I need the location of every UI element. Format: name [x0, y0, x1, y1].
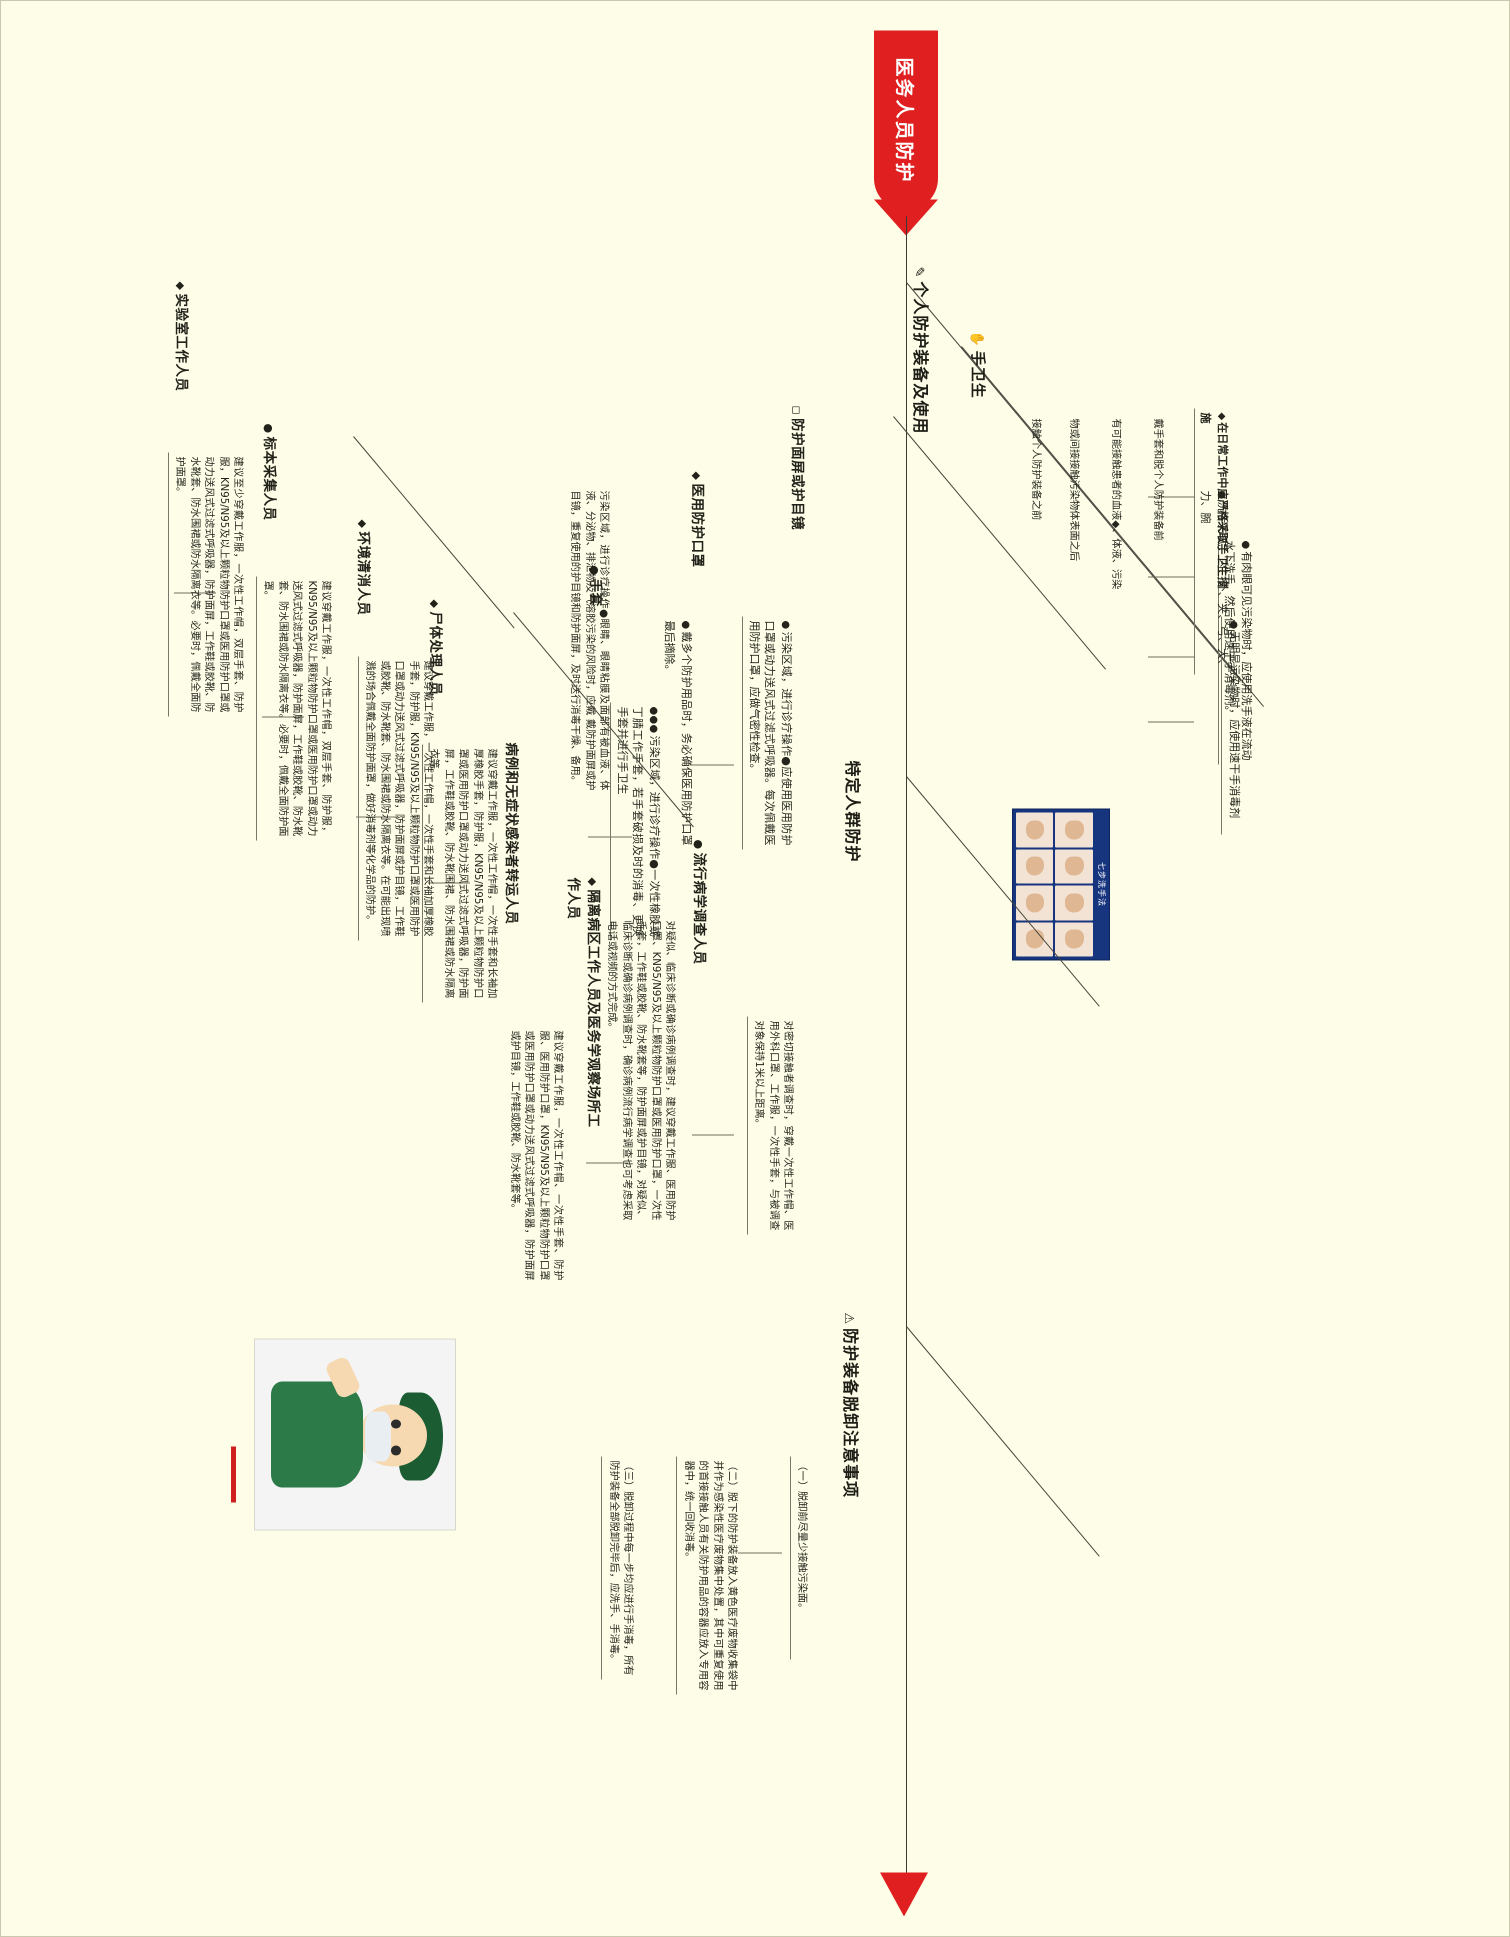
leaf-hand-5: 戴手套和脱个人防护装备前: [1152, 418, 1163, 541]
leaf-doff-1: （一）脱卸前尽量少接触污染面。: [789, 1456, 808, 1659]
mindmap-canvas: 医务人员防护 ✎个人防护装备及使用 ✋手卫生 ●无明显污染物时，应使用速干手消毒…: [16, 16, 1494, 1921]
leaf-mask-2: ●戴多个防护用品时，务必确保医用防护口罩最后摘除。: [663, 620, 694, 846]
branch-label-asymptomatic[interactable]: 病例和无症状感染者转运人员: [503, 742, 519, 924]
diamond-icon: ◆: [1216, 412, 1227, 420]
red-accent-bar: [231, 1446, 236, 1502]
leaf-epi-2: 对疑似、临床诊断或确诊病例调查时，建议穿戴工作服、医用防护口罩、KN95/N95…: [606, 920, 675, 1220]
leaf-epi-1: 对密切接触者调查时，穿戴一次性工作帽、医用外科口罩、工作服，一次性手套，与被调查…: [746, 1016, 794, 1234]
handwash-step-grid: [1016, 812, 1093, 956]
eye-left: [391, 1418, 401, 1429]
eye-right: [391, 1445, 401, 1455]
stem-hand-leaf-2: [1148, 656, 1194, 657]
bullet-icon: ●: [680, 620, 691, 630]
glove-icon: ●: [588, 565, 601, 576]
mascot-illustration: [254, 1338, 456, 1530]
handwash-step: [1055, 812, 1093, 847]
branch-label-doffing[interactable]: ⚠防护装备脱卸注意事项: [841, 1312, 860, 1498]
stem-hand-leaf-1: [1148, 721, 1194, 722]
handwash-poster-image: 七步洗手法: [1012, 808, 1110, 960]
warning-icon: ⚠: [841, 1312, 856, 1325]
tube-icon: ●: [262, 423, 275, 434]
face-mask-icon: [365, 1411, 391, 1461]
spray-icon: ◆: [356, 519, 369, 528]
leaf-hand-4: ◆在日常工作中应严格采取手卫生措施: [1193, 408, 1230, 591]
leaf-sample-1: 建议穿戴工作服，一次性工作帽，双层手套、防护服，KN95/N95及以上颗粒物防护…: [255, 576, 332, 840]
main-spine: [906, 216, 907, 1876]
goggles-icon: ◻: [790, 405, 803, 415]
root-node[interactable]: 医务人员防护: [874, 30, 938, 210]
mask-icon: ◆: [690, 471, 703, 480]
leaf-hand-7: 物或间接接触污染物体表面之后: [1068, 418, 1079, 561]
hand-icon: ✋: [969, 330, 984, 348]
branch-label-gloves[interactable]: ●手套: [587, 565, 603, 607]
leaf-mask-1: ●污染区域，进行诊疗操作●应使用医用防护口罩或动力送风式过滤式呼吸器。每次佩戴医…: [741, 616, 794, 849]
branch-label-specific-groups[interactable]: 特定人群防护: [843, 760, 862, 863]
person-icon: ◆: [428, 599, 441, 608]
stem-mask-leaf-1: [690, 764, 734, 765]
handwash-step: [1016, 812, 1054, 847]
leaf-quarantine-1: 建议穿戴工作服，一次性工作帽、一次性手套、防护服、医用防护口罩，KN95/N95…: [508, 1030, 563, 1280]
branch-label-face-shield[interactable]: ◻防护面屏或护目镜: [789, 405, 805, 530]
bullet-icon: ●: [780, 620, 791, 630]
connector-branch-doffing: [906, 1325, 1100, 1557]
root-title: 医务人员防护: [893, 56, 916, 183]
leaf-env-1: 建议穿戴工作服，一次性工作帽，一次性手套和长袖加厚橡胶手套，防护服，KN95/N…: [357, 656, 434, 940]
bullet-icon: ●●●: [648, 706, 659, 733]
leaf-mask-3: 污染区域，进行诊疗操作●眼睛、眼睛粘膜及面部有被血液、体液、分泌物、排泄物及气溶…: [569, 490, 609, 790]
pencil-icon: ✎: [911, 266, 926, 278]
handwash-step: [1016, 848, 1054, 883]
branch-label-epi-staff[interactable]: ●流行病学调查人员: [691, 839, 707, 965]
hospital-icon: ◆: [586, 877, 599, 886]
body-shape: [271, 1380, 363, 1488]
stem-quarantine-leaf: [586, 1162, 628, 1163]
stem-epi-leaf-1: [692, 1134, 734, 1135]
branch-label-env-disinfection[interactable]: ◆环境清消人员: [355, 519, 371, 615]
branch-label-medical-mask[interactable]: ◆医用防护口罩: [689, 471, 705, 567]
handwash-step: [1055, 848, 1093, 883]
handwash-step: [1016, 921, 1054, 956]
bullet-icon: ●: [1240, 540, 1251, 549]
spine-end-arrow: [880, 1872, 928, 1916]
branch-label-lab-staff[interactable]: ◆实验室工作人员: [173, 281, 189, 391]
branch-label-sample-collection[interactable]: ●标本采集人员: [261, 423, 277, 521]
branch-label-quarantine-area[interactable]: ◆隔离病区工作人员及医务学观察场所工作人员: [565, 877, 601, 1127]
handwash-step: [1055, 921, 1093, 956]
stem-doff-leaf-1: [738, 1552, 782, 1553]
flask-icon: ◆: [174, 281, 187, 290]
branch-label-ppe[interactable]: ✎个人防护装备及使用: [911, 266, 930, 434]
person-icon: ●: [692, 839, 705, 850]
handwash-step: [1055, 885, 1093, 920]
leaf-doff-3: （三）脱卸过程中每一步均应进行手消毒，所有防护装备全部脱卸完毕后，应洗手、手消毒…: [601, 1456, 634, 1679]
leaf-doff-2: （二）脱下的防护装备放入黄色医疗废物收集袋中并作为感染性医疗废物集中处置，其中可…: [676, 1456, 738, 1694]
leaf-hand-6: 有可能接触患者的血液◆、体液、污染: [1110, 418, 1121, 589]
leaf-lab-1: 建议至少穿戴工作服，一次性工作帽，双层手套、防护服，KN95/N95及以上颗粒物…: [167, 452, 244, 716]
branch-label-hand-hygiene[interactable]: ✋手卫生: [969, 330, 987, 399]
handwash-poster-title: 七步洗手法: [1094, 809, 1109, 959]
